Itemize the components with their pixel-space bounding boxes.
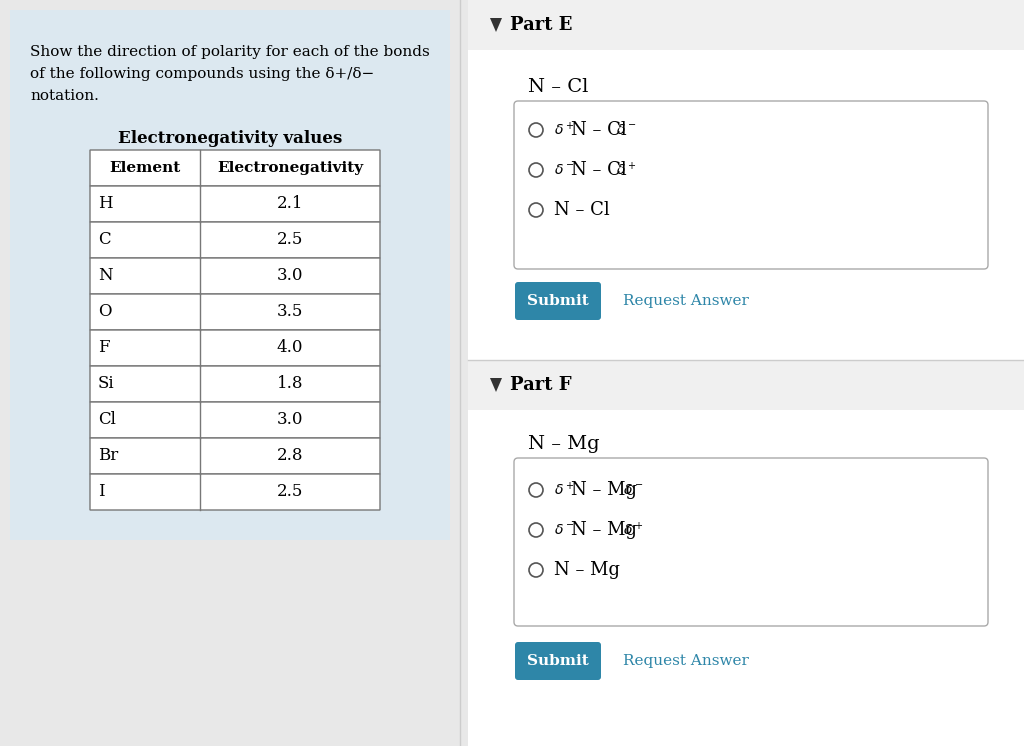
- Text: $\delta^+$: $\delta^+$: [616, 161, 636, 178]
- FancyBboxPatch shape: [468, 0, 1024, 50]
- Text: $\delta^-$: $\delta^-$: [623, 483, 643, 497]
- FancyBboxPatch shape: [515, 642, 601, 680]
- FancyBboxPatch shape: [90, 294, 380, 330]
- Text: of the following compounds using the δ+/δ−: of the following compounds using the δ+/…: [30, 67, 374, 81]
- Text: 4.0: 4.0: [276, 339, 303, 357]
- Text: 2.1: 2.1: [276, 195, 303, 213]
- Text: Request Answer: Request Answer: [623, 654, 749, 668]
- Text: $\delta^+$: $\delta^+$: [623, 521, 643, 539]
- Text: 2.5: 2.5: [276, 231, 303, 248]
- Text: N – Mg: N – Mg: [554, 561, 620, 579]
- FancyBboxPatch shape: [90, 366, 380, 402]
- FancyBboxPatch shape: [468, 50, 1024, 390]
- FancyBboxPatch shape: [90, 258, 380, 294]
- Text: C: C: [98, 231, 111, 248]
- Text: N – Mg: N – Mg: [528, 435, 600, 453]
- Text: N: N: [98, 268, 113, 284]
- Text: 3.5: 3.5: [276, 304, 303, 321]
- FancyBboxPatch shape: [468, 410, 1024, 746]
- Text: O: O: [98, 304, 112, 321]
- Text: Element: Element: [110, 161, 180, 175]
- Text: $\delta^+$: $\delta^+$: [554, 481, 574, 498]
- FancyBboxPatch shape: [10, 10, 450, 540]
- Text: N – Cl: N – Cl: [528, 78, 589, 96]
- Text: N – Mg: N – Mg: [571, 481, 637, 499]
- FancyBboxPatch shape: [90, 330, 380, 366]
- Text: Part F: Part F: [510, 376, 571, 394]
- Polygon shape: [490, 18, 502, 32]
- Text: 3.0: 3.0: [276, 268, 303, 284]
- Text: 1.8: 1.8: [276, 375, 303, 392]
- Text: Si: Si: [98, 375, 115, 392]
- Text: notation.: notation.: [30, 89, 99, 103]
- FancyBboxPatch shape: [90, 186, 380, 222]
- Text: Request Answer: Request Answer: [623, 294, 749, 308]
- Text: Electronegativity: Electronegativity: [217, 161, 364, 175]
- FancyBboxPatch shape: [90, 222, 380, 258]
- FancyBboxPatch shape: [90, 474, 380, 510]
- Text: N – Mg: N – Mg: [571, 521, 637, 539]
- FancyBboxPatch shape: [514, 458, 988, 626]
- FancyBboxPatch shape: [515, 282, 601, 320]
- Polygon shape: [490, 378, 502, 392]
- FancyBboxPatch shape: [468, 360, 1024, 410]
- Text: $\delta^+$: $\delta^+$: [554, 122, 574, 139]
- Text: I: I: [98, 483, 104, 501]
- Text: Submit: Submit: [527, 654, 589, 668]
- Text: N – Cl: N – Cl: [571, 161, 627, 179]
- Text: 2.8: 2.8: [276, 448, 303, 465]
- Text: 2.5: 2.5: [276, 483, 303, 501]
- Text: N – Cl: N – Cl: [571, 121, 627, 139]
- Text: Br: Br: [98, 448, 118, 465]
- Text: Show the direction of polarity for each of the bonds: Show the direction of polarity for each …: [30, 45, 430, 59]
- FancyBboxPatch shape: [514, 101, 988, 269]
- FancyBboxPatch shape: [90, 402, 380, 438]
- Text: $\delta^-$: $\delta^-$: [554, 523, 574, 537]
- FancyBboxPatch shape: [90, 438, 380, 474]
- Text: Part E: Part E: [510, 16, 572, 34]
- Text: 3.0: 3.0: [276, 412, 303, 428]
- Text: $\delta^-$: $\delta^-$: [554, 163, 574, 177]
- Text: F: F: [98, 339, 110, 357]
- Text: $\delta^-$: $\delta^-$: [616, 123, 637, 137]
- Text: N – Cl: N – Cl: [554, 201, 609, 219]
- Text: Electronegativity values: Electronegativity values: [118, 130, 342, 147]
- Text: Submit: Submit: [527, 294, 589, 308]
- Text: Cl: Cl: [98, 412, 116, 428]
- Text: H: H: [98, 195, 113, 213]
- FancyBboxPatch shape: [90, 150, 380, 186]
